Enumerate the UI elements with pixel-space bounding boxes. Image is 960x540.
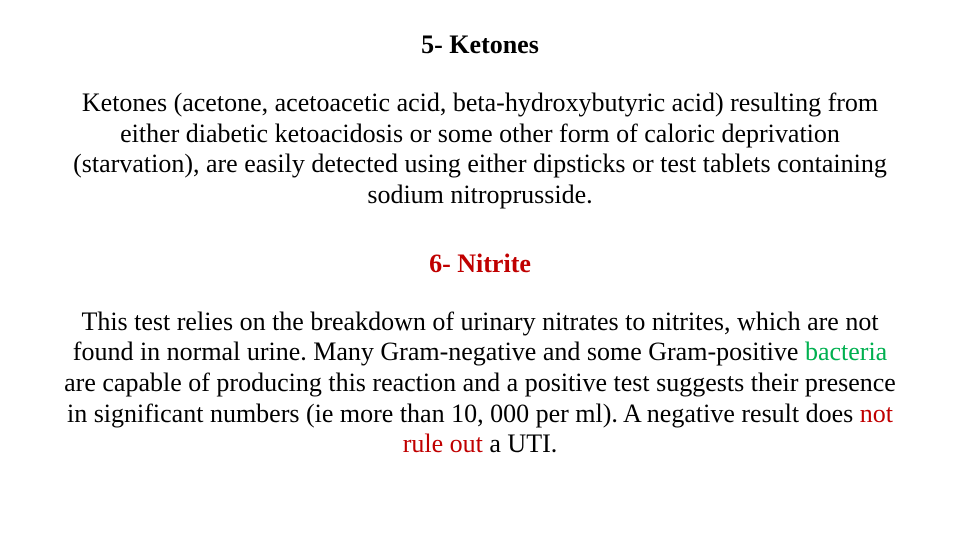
section-5-body: Ketones (acetone, acetoacetic acid, beta… bbox=[60, 88, 900, 211]
section-5-heading: 5- Ketones bbox=[60, 30, 900, 60]
slide: 5- Ketones Ketones (acetone, acetoacetic… bbox=[0, 0, 960, 540]
bacteria-highlight: bacteria bbox=[805, 337, 887, 366]
section-6-body: This test relies on the breakdown of uri… bbox=[60, 307, 900, 460]
section-6-text-part3: a UTI. bbox=[483, 429, 557, 458]
section-6-text-part1: This test relies on the breakdown of uri… bbox=[73, 307, 879, 367]
section-6-heading: 6- Nitrite bbox=[60, 249, 900, 279]
section-6-text-part2: are capable of producing this reaction a… bbox=[64, 368, 896, 428]
